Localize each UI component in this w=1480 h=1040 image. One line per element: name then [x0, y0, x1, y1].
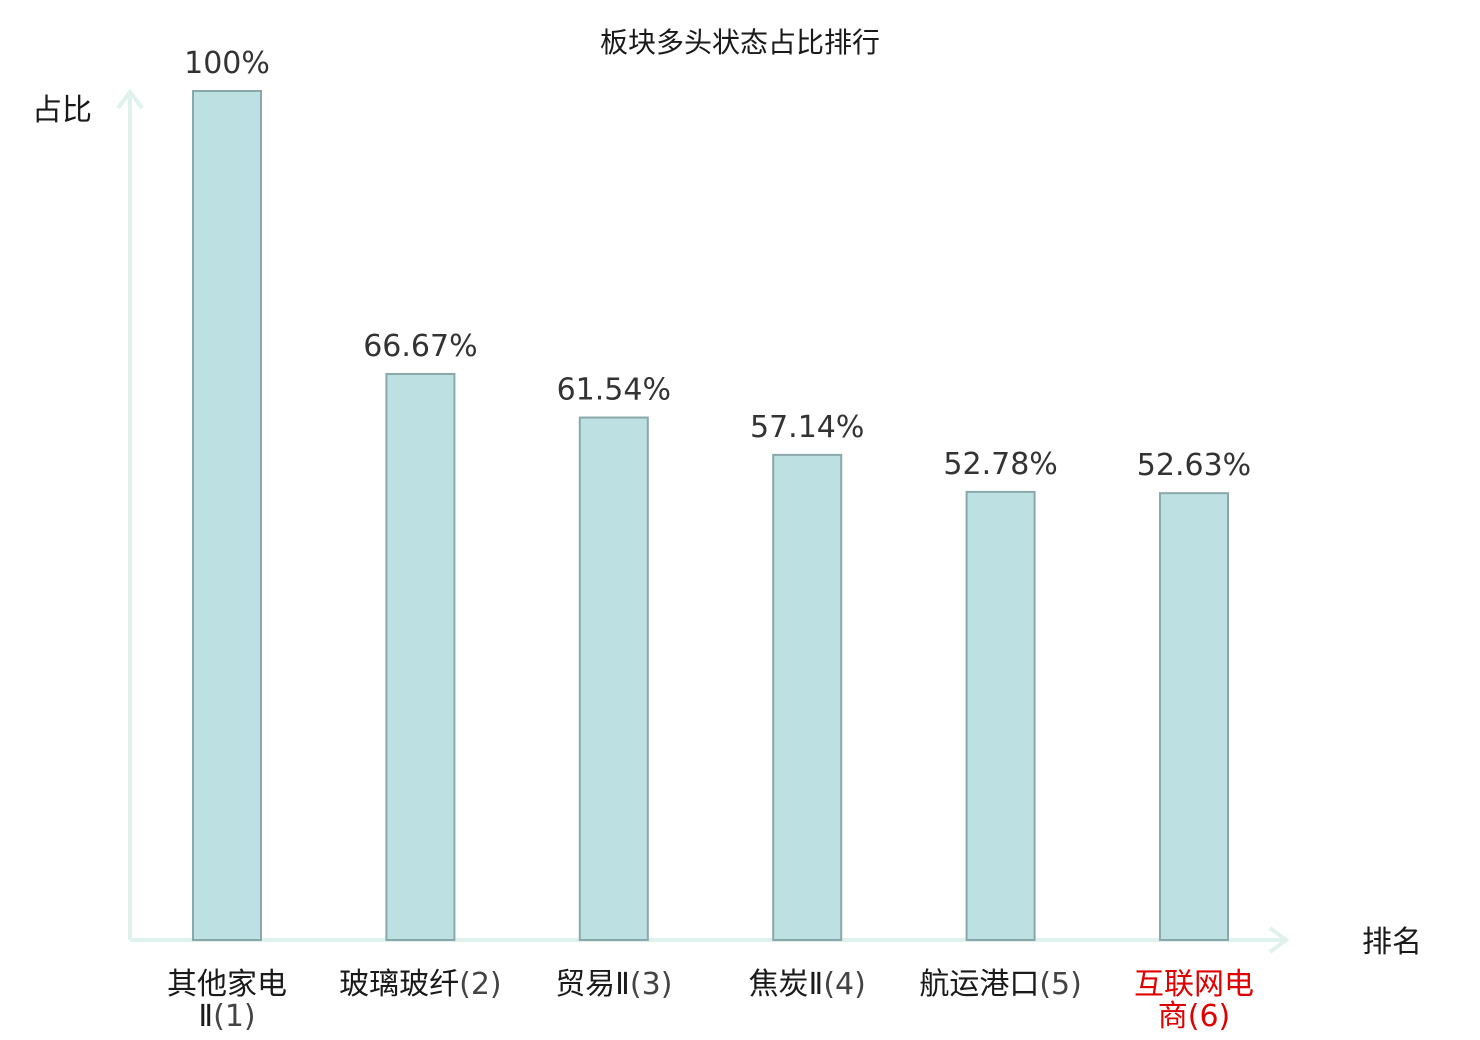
bar	[578, 416, 649, 941]
x-axis	[130, 926, 1290, 954]
x-axis-label: 排名	[1362, 925, 1422, 960]
category-labels: 其他家电 Ⅱ(1) 玻璃玻纤(2) 贸易Ⅱ(3) 焦炭Ⅱ(4) 航运港口(5) 互联网电商(…	[167, 967, 1254, 1034]
x-tick-label: 焦炭Ⅱ(4)	[749, 967, 866, 1002]
value-labels: 100% 66.67% 61.54% 57.14% 52.78% 52.63%	[184, 46, 1251, 483]
x-tick-label: 其他家电 Ⅱ(1)	[167, 967, 287, 1034]
bar	[192, 90, 262, 941]
x-tick-label: 互联网电商(6)	[1134, 967, 1254, 1034]
bar	[965, 490, 1036, 941]
bar-value-label: 52.78%	[943, 447, 1057, 482]
bar	[385, 372, 456, 942]
bar-value-label: 61.54%	[557, 373, 671, 408]
y-axis	[116, 88, 144, 940]
bar-value-label: 57.14%	[750, 410, 864, 445]
x-tick-label: 贸易Ⅱ(3)	[555, 967, 672, 1002]
bar	[772, 453, 843, 941]
bar	[1159, 492, 1229, 941]
x-axis-arrow-icon	[1268, 926, 1290, 954]
bar-value-label: 100%	[184, 46, 270, 81]
bar-value-label: 52.63%	[1137, 448, 1251, 483]
y-axis-label: 占比	[32, 93, 92, 128]
x-tick-label: 玻璃玻纤(2)	[339, 967, 502, 1002]
bar-value-label: 66.67%	[363, 329, 477, 364]
y-axis-arrow-icon	[116, 88, 144, 110]
x-tick-label: 航运港口(5)	[919, 967, 1082, 1002]
bar-series	[192, 90, 1229, 942]
chart-title: 板块多头状态占比排行	[600, 26, 880, 59]
